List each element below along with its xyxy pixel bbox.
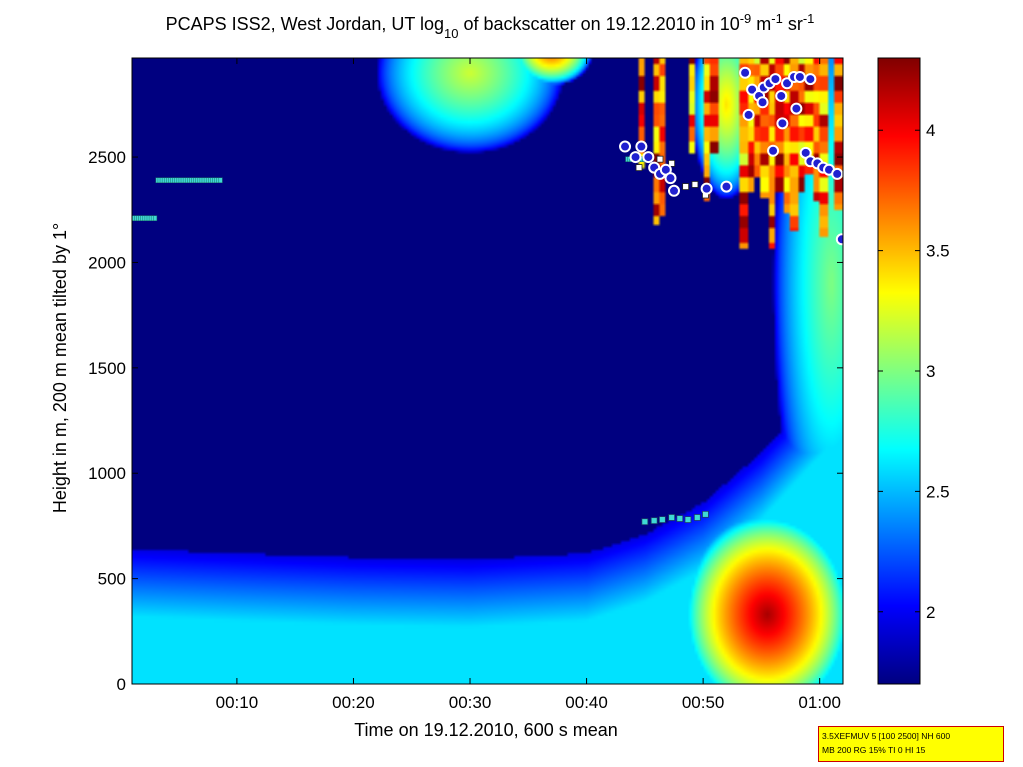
marker-circle	[775, 89, 788, 102]
marker-circle	[831, 167, 843, 180]
marker-layer	[132, 66, 843, 526]
title-part: of backscatter on 19.12.2010 in 10	[459, 14, 740, 34]
y-tick-label: 1000	[88, 464, 126, 483]
marker-square-white	[691, 181, 699, 188]
colorbar-ticks: 2 2.5 3 3.5 4	[878, 121, 950, 622]
y-tick-label: 1500	[88, 359, 126, 378]
marker-square-cyan	[702, 510, 709, 518]
marker-square-cyan	[668, 514, 676, 521]
processing-info-box: 3.5XEFMUV 5 [100 2500] NH 600 MB 200 RG …	[818, 726, 1004, 762]
marker-square-cyan	[676, 515, 684, 522]
info-line-1: 3.5XEFMUV 5 [100 2500] NH 600	[822, 731, 951, 741]
chart-title: PCAPS ISS2, West Jordan, UT log10 of bac…	[166, 11, 815, 41]
y-tick-label: 500	[98, 570, 126, 589]
marker-square-white	[635, 164, 643, 172]
colorbar-gradient	[878, 58, 920, 684]
marker-square-white	[668, 159, 676, 167]
marker-square-cyan	[658, 516, 666, 523]
marker-square-cyan	[218, 177, 223, 183]
marker-square-white	[656, 155, 664, 163]
marker-circle	[742, 108, 755, 121]
x-tick-label: 00:30	[449, 693, 492, 712]
marker-circle	[804, 73, 817, 86]
colorbar-tick-label: 4	[926, 121, 935, 140]
title-part: m	[751, 14, 771, 34]
x-tick-label: 00:10	[216, 693, 259, 712]
x-axis: 00:10 00:20 00:30 00:40 00:50 01:00	[216, 58, 841, 712]
title-part: -1	[771, 11, 783, 26]
marker-circle	[700, 182, 713, 195]
info-line-2: MB 200 RG 15% TI 0 HI 15	[822, 745, 926, 755]
title-part: 10	[444, 26, 458, 41]
marker-circle	[769, 73, 782, 86]
marker-circle	[642, 151, 655, 164]
marker-circle	[767, 144, 780, 157]
marker-circle	[835, 233, 843, 246]
title-part: sr	[783, 14, 803, 34]
marker-circle	[756, 96, 769, 109]
marker-circle	[629, 151, 642, 164]
marker-circle	[635, 140, 648, 153]
colorbar-tick-label: 2.5	[926, 482, 950, 501]
y-tick-label: 0	[117, 675, 126, 694]
marker-circle	[667, 184, 680, 197]
colorbar-tick-label: 3.5	[926, 242, 950, 261]
marker-square-white	[682, 183, 690, 190]
y-tick-label: 2000	[88, 253, 126, 272]
y-axis-label: Height in m, 200 m mean tilted by 1°	[50, 223, 70, 513]
marker-circle	[790, 102, 803, 115]
y-axis: 0 500 1000 1500 2000 2500	[88, 148, 843, 694]
marker-circle	[793, 70, 806, 83]
colorbar-tick-label: 2	[926, 603, 935, 622]
title-part: -1	[803, 11, 815, 26]
marker-square-cyan	[684, 516, 692, 523]
x-tick-label: 01:00	[798, 693, 841, 712]
marker-circle	[619, 140, 632, 153]
marker-circle	[739, 66, 752, 79]
plot-frame	[131, 57, 844, 685]
marker-circle	[776, 117, 789, 130]
x-tick-label: 00:40	[565, 693, 608, 712]
backscatter-heatmap	[132, 58, 843, 684]
colorbar-tick-label: 3	[926, 362, 935, 381]
x-tick-label: 00:50	[682, 693, 725, 712]
marker-square-cyan	[153, 215, 158, 221]
title-part: PCAPS ISS2, West Jordan, UT log	[166, 14, 444, 34]
marker-square-cyan	[693, 514, 701, 521]
y-tick-label: 2500	[88, 148, 126, 167]
x-axis-label: Time on 19.12.2010, 600 s mean	[354, 720, 618, 740]
marker-square-cyan	[650, 517, 658, 525]
colorbar: 2 2.5 3 3.5 4	[877, 57, 950, 685]
x-tick-label: 00:20	[332, 693, 375, 712]
marker-circle	[664, 172, 677, 185]
marker-circle	[720, 180, 733, 193]
marker-square-cyan	[641, 518, 649, 526]
heatmap-plot	[131, 57, 844, 685]
title-part: -9	[740, 11, 752, 26]
